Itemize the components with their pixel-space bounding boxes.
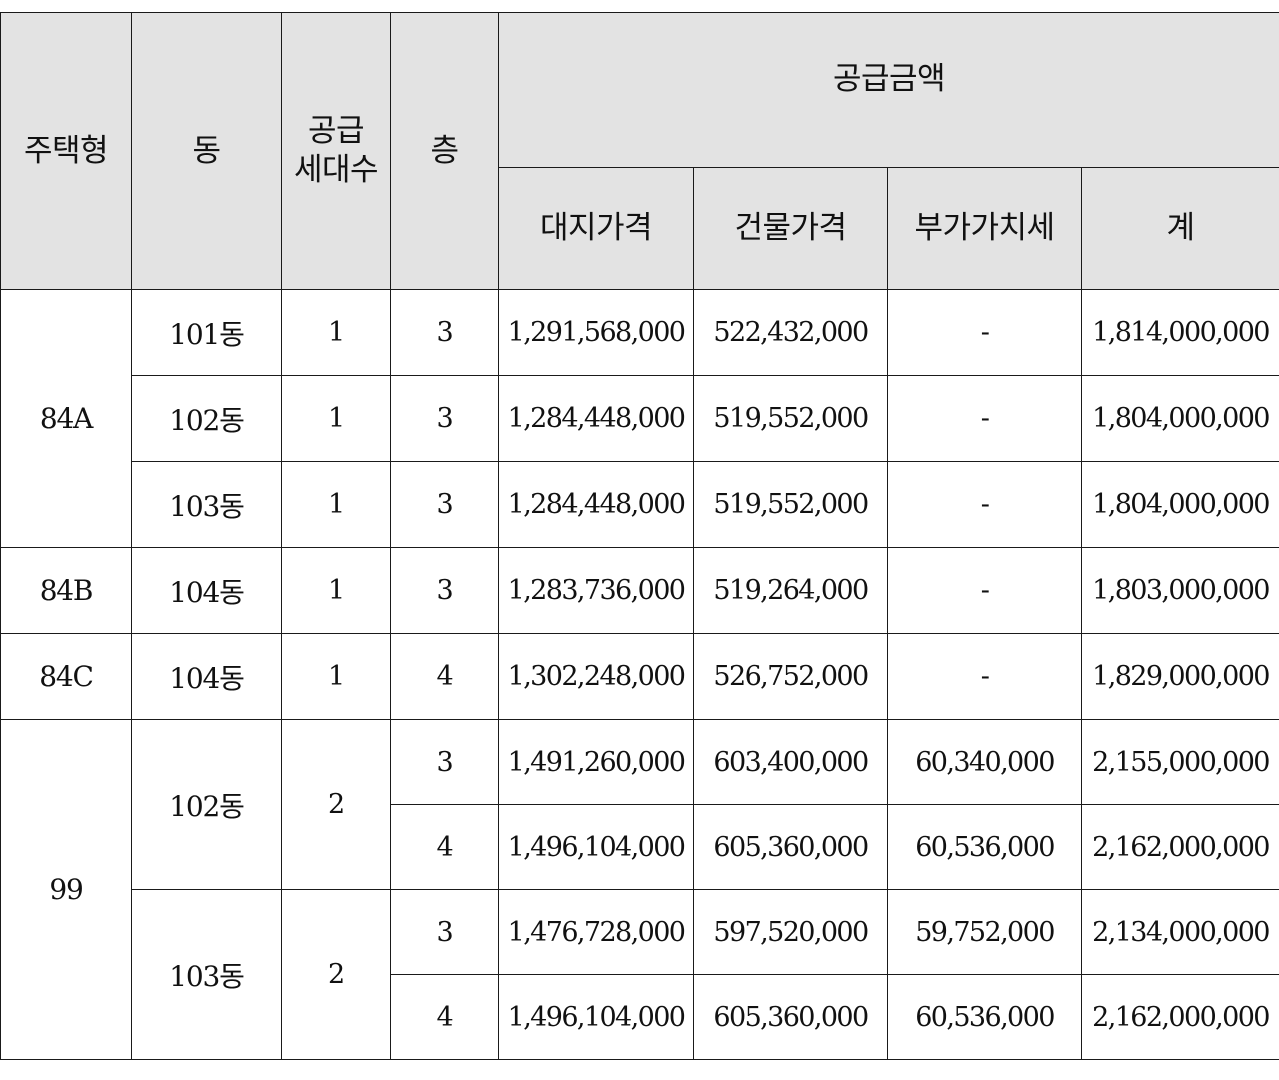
total-cell: 1,829,000,000 <box>1080 633 1279 720</box>
land-price-cell: 1,491,260,000 <box>498 719 694 805</box>
total-cell: 1,804,000,000 <box>1080 461 1279 548</box>
vat-cell: - <box>887 547 1082 634</box>
building-price-cell: 519,552,000 <box>693 375 888 462</box>
land-price-cell: 1,476,728,000 <box>498 889 694 975</box>
table-row: 84C 104동 1 4 1,302,248,000 526,752,000 -… <box>0 633 1279 720</box>
land-price-cell: 1,284,448,000 <box>498 375 694 462</box>
land-price-cell: 1,284,448,000 <box>498 461 694 548</box>
total-cell: 2,162,000,000 <box>1080 804 1279 890</box>
total-cell: 1,803,000,000 <box>1080 547 1279 634</box>
vat-cell: - <box>887 461 1082 548</box>
vat-cell: 59,752,000 <box>887 889 1082 975</box>
vat-cell: - <box>887 633 1082 720</box>
building-price-cell: 597,520,000 <box>693 889 888 975</box>
header-housing-type: 주택형 <box>0 12 132 290</box>
housing-type-cell: 84B <box>0 547 132 634</box>
housing-type-cell: 99 <box>0 719 132 1060</box>
dong-cell: 104동 <box>131 633 282 720</box>
housing-type-cell: 84A <box>0 289 132 548</box>
land-price-cell: 1,291,568,000 <box>498 289 694 376</box>
floor-cell: 4 <box>390 974 499 1060</box>
table-row: 102동 1 3 1,284,448,000 519,552,000 - 1,8… <box>1 375 1279 462</box>
units-cell: 2 <box>281 719 391 890</box>
header-vat: 부가가치세 <box>887 167 1082 290</box>
land-price-cell: 1,302,248,000 <box>498 633 694 720</box>
total-cell: 1,804,000,000 <box>1080 375 1279 462</box>
land-price-cell: 1,283,736,000 <box>498 547 694 634</box>
total-cell: 2,162,000,000 <box>1080 974 1279 1060</box>
floor-cell: 3 <box>390 375 499 462</box>
table-header: 주택형 동 공급 세대수 층 공급금액 대지가격 건물가격 부가가치세 계 <box>0 12 1279 290</box>
vat-cell: 60,340,000 <box>887 719 1082 805</box>
supply-price-sheet: 주택형 동 공급 세대수 층 공급금액 대지가격 건물가격 부가가치세 계 84… <box>0 12 1279 1060</box>
units-cell: 1 <box>281 547 391 634</box>
land-price-cell: 1,496,104,000 <box>498 804 694 890</box>
total-cell: 1,814,000,000 <box>1080 289 1279 376</box>
dong-cell: 101동 <box>131 289 282 376</box>
floor-cell: 3 <box>390 889 499 975</box>
floor-cell: 3 <box>390 461 499 548</box>
header-supply-amount: 공급금액 <box>497 12 1279 168</box>
table-row: 84A 101동 1 3 1,291,568,000 522,432,000 -… <box>0 289 1279 548</box>
table-row: 84B 104동 1 3 1,283,736,000 519,264,000 -… <box>0 547 1279 634</box>
building-price-cell: 605,360,000 <box>693 974 888 1060</box>
units-cell: 1 <box>281 461 391 548</box>
supply-price-table: 주택형 동 공급 세대수 층 공급금액 대지가격 건물가격 부가가치세 계 84… <box>0 12 1279 1060</box>
units-cell: 1 <box>281 289 391 376</box>
building-price-cell: 519,264,000 <box>693 547 888 634</box>
land-price-cell: 1,496,104,000 <box>498 974 694 1060</box>
header-supply-units-line1: 공급 <box>307 113 365 150</box>
dong-cell: 102동 <box>131 375 282 462</box>
housing-type-cell: 84C <box>0 633 132 720</box>
header-building-price: 건물가격 <box>693 167 888 290</box>
header-floor: 층 <box>390 12 499 290</box>
floor-cell: 3 <box>390 547 499 634</box>
units-cell: 1 <box>281 375 391 462</box>
building-price-cell: 603,400,000 <box>693 719 888 805</box>
table-row: 4 1,496,104,000 605,360,000 60,536,000 2… <box>1 974 1279 1060</box>
header-dong: 동 <box>131 12 282 290</box>
table-row: 99 102동 2 3 1,491,260,000 603,400,000 60… <box>0 719 1279 1060</box>
building-price-cell: 526,752,000 <box>693 633 888 720</box>
building-price-cell: 519,552,000 <box>693 461 888 548</box>
dong-cell: 104동 <box>131 547 282 634</box>
floor-cell: 4 <box>390 633 499 720</box>
floor-cell: 4 <box>390 804 499 890</box>
table-row: 4 1,496,104,000 605,360,000 60,536,000 2… <box>1 804 1279 890</box>
vat-cell: - <box>887 375 1082 462</box>
total-cell: 2,134,000,000 <box>1080 889 1279 975</box>
table-row: 103동 1 3 1,284,448,000 519,552,000 - 1,8… <box>1 461 1279 548</box>
total-cell: 2,155,000,000 <box>1080 719 1279 805</box>
table-body: 84A 101동 1 3 1,291,568,000 522,432,000 -… <box>0 289 1279 1060</box>
header-supply-units: 공급 세대수 <box>281 12 391 290</box>
header-supply-units-line2: 세대수 <box>293 152 379 188</box>
floor-cell: 3 <box>390 719 499 805</box>
table-row: 103동 2 3 1,476,728,000 597,520,000 59,75… <box>1 889 1279 1060</box>
vat-cell: 60,536,000 <box>887 974 1082 1060</box>
dong-cell: 102동 <box>131 719 282 890</box>
vat-cell: 60,536,000 <box>887 804 1082 890</box>
dong-cell: 103동 <box>131 461 282 548</box>
units-cell: 1 <box>281 633 391 720</box>
floor-cell: 3 <box>390 289 499 376</box>
header-land-price: 대지가격 <box>498 167 694 290</box>
vat-cell: - <box>887 289 1082 376</box>
header-total: 계 <box>1080 167 1279 290</box>
building-price-cell: 522,432,000 <box>693 289 888 376</box>
building-price-cell: 605,360,000 <box>693 804 888 890</box>
units-cell: 2 <box>281 889 391 1060</box>
dong-cell: 103동 <box>131 889 282 1060</box>
